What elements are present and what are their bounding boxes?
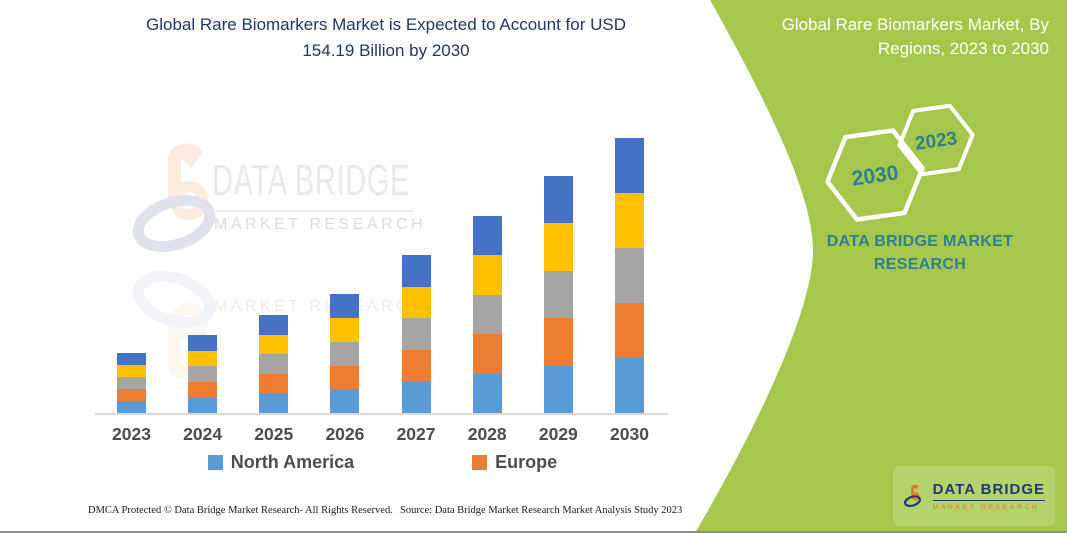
- segment-2028-(unlabeled yellow): [472, 255, 502, 295]
- segment-2027-(unlabeled gray): [401, 318, 431, 350]
- segment-2024-(unlabeled yellow): [188, 350, 218, 367]
- x-axis-label-2023: 2023: [112, 424, 151, 444]
- x-axis-label-2027: 2027: [396, 424, 436, 444]
- x-axis-line: [95, 413, 668, 415]
- bar-2023: [117, 353, 146, 413]
- chart-legend: North America Europe: [95, 452, 670, 473]
- segment-2030-(unlabeled dark blue): [614, 138, 644, 193]
- segment-2027-(unlabeled yellow): [401, 286, 431, 319]
- segment-2026-(unlabeled gray): [330, 341, 360, 366]
- segment-2027-Europe: [401, 349, 431, 382]
- segment-2029-(unlabeled gray): [543, 270, 573, 319]
- x-axis-label-2026: 2026: [325, 424, 365, 444]
- databridge-logo: DATA BRIDGE MARKET RESEARCH: [893, 466, 1055, 526]
- bar-2029: [543, 175, 573, 413]
- legend-swatch-north-america: [207, 455, 223, 470]
- segment-2024-(unlabeled gray): [188, 366, 218, 382]
- legend-item-europe: Europe: [472, 452, 557, 473]
- segment-2025-North America: [259, 393, 289, 413]
- segment-2030-North America: [614, 358, 644, 413]
- brand-name-text: DATA BRIDGE MARKET RESEARCH: [826, 233, 1014, 274]
- segment-2029-(unlabeled yellow): [543, 223, 573, 271]
- x-axis-label-2030: 2030: [610, 424, 649, 444]
- legend-label-europe: Europe: [495, 452, 558, 472]
- segment-2023-North America: [117, 401, 146, 413]
- segment-2024-(unlabeled dark blue): [188, 335, 218, 351]
- segment-2023-(unlabeled dark blue): [117, 353, 146, 366]
- x-axis-label-2029: 2029: [538, 424, 578, 444]
- segment-2024-Europe: [188, 381, 218, 398]
- databridge-logo-icon: [903, 472, 924, 520]
- x-axis-label-2028: 2028: [467, 424, 507, 444]
- legend-swatch-europe: [472, 455, 488, 470]
- page-title: Global Rare Biomarkers Market is Expecte…: [146, 15, 626, 61]
- hexagon-front-year: 2023: [914, 128, 959, 155]
- hexagon-2030: 2030: [825, 128, 925, 222]
- bar-2024: [188, 335, 218, 413]
- segment-2023-(unlabeled gray): [117, 377, 146, 390]
- segment-2030-(unlabeled yellow): [614, 193, 644, 248]
- segment-2029-North America: [543, 365, 573, 413]
- segment-2023-(unlabeled yellow): [117, 365, 146, 378]
- segment-2026-(unlabeled yellow): [330, 318, 360, 342]
- segment-2028-(unlabeled gray): [472, 294, 502, 335]
- bar-2030: [614, 138, 644, 413]
- segment-2023-Europe: [117, 389, 146, 402]
- legend-label-north-america: North America: [230, 452, 355, 472]
- segment-2024-North America: [188, 397, 218, 413]
- logo-tagline-text: MARKET RESEARCH: [932, 504, 1040, 511]
- segment-2029-(unlabeled dark blue): [543, 175, 573, 224]
- hexagon-back-year: 2030: [850, 161, 899, 190]
- bar-2027: [401, 255, 431, 413]
- hexagon-2023: 2023: [897, 103, 975, 177]
- bar-2026: [330, 294, 360, 413]
- segment-2025-(unlabeled dark blue): [259, 314, 289, 335]
- segment-2030-(unlabeled gray): [614, 248, 644, 303]
- segment-2028-Europe: [472, 334, 502, 374]
- legend-item-north-america: North America: [207, 452, 355, 473]
- segment-2027-(unlabeled dark blue): [401, 255, 431, 287]
- segment-2028-North America: [472, 373, 502, 413]
- segment-2030-Europe: [614, 303, 644, 358]
- segment-2025-Europe: [259, 373, 289, 394]
- segment-2026-North America: [330, 389, 360, 413]
- side-panel-title: Global Rare Biomarkers Market, By Region…: [781, 15, 1049, 58]
- segment-2027-North America: [401, 381, 431, 413]
- segment-2026-Europe: [330, 365, 360, 390]
- dmca-footer-text: DMCA Protected © Data Bridge Market Rese…: [88, 505, 393, 516]
- year-hexagons: 2023 2030: [825, 103, 975, 222]
- segment-2025-(unlabeled gray): [259, 354, 289, 374]
- bar-2028: [472, 215, 502, 413]
- segment-2029-Europe: [543, 318, 573, 366]
- segment-2025-(unlabeled yellow): [259, 334, 289, 355]
- logo-brand-text: DATA BRIDGE: [932, 481, 1045, 501]
- segment-2028-(unlabeled dark blue): [472, 215, 502, 256]
- plot-area: [95, 138, 675, 413]
- x-axis-labels: 2023 2024 2025 2026 2027 2028 2029 2030: [95, 424, 675, 446]
- segment-2026-(unlabeled dark blue): [330, 294, 360, 319]
- bar-2025: [259, 314, 289, 413]
- x-axis-label-2024: 2024: [183, 424, 223, 444]
- x-axis-label-2025: 2025: [254, 424, 294, 444]
- source-footer-text: Source: Data Bridge Market Research Mark…: [400, 505, 683, 516]
